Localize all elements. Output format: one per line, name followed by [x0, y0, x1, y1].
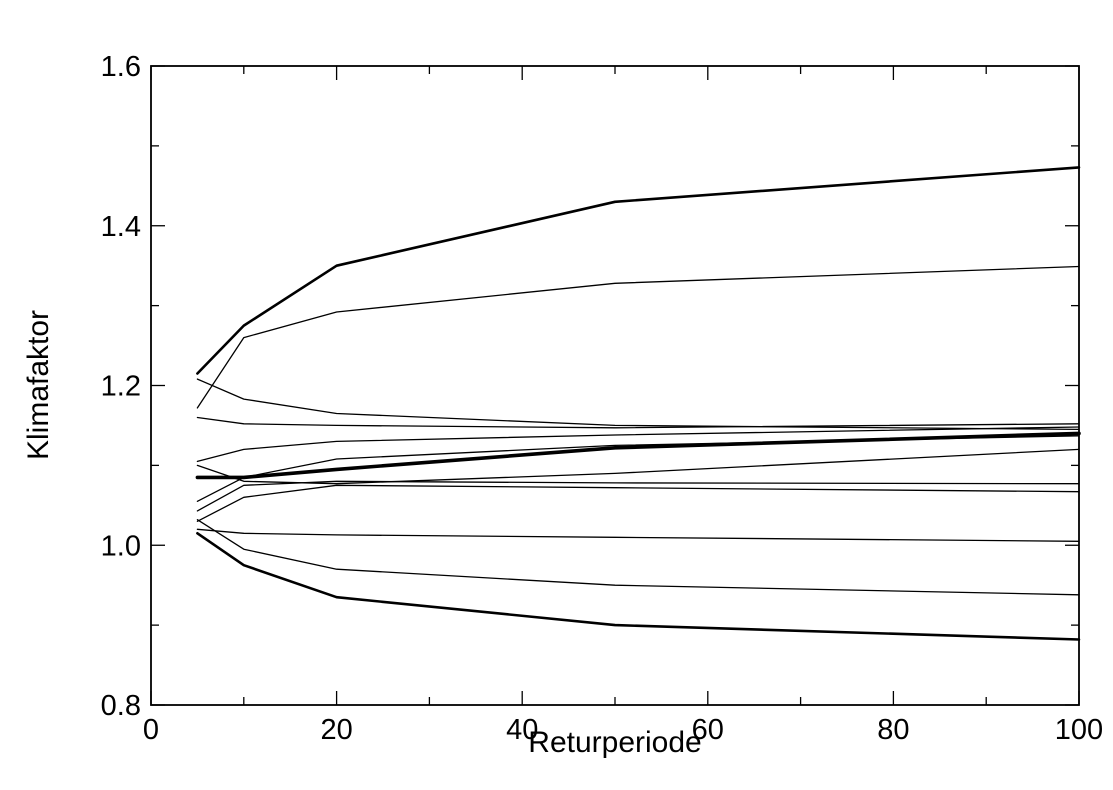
x-axis-title: Returperiode	[528, 726, 701, 759]
series-line-3	[196, 378, 1080, 431]
x-tick-label: 80	[877, 714, 909, 746]
series-line-12	[196, 519, 1080, 596]
series-line-11	[196, 528, 1080, 542]
y-tick-label: 1.2	[101, 371, 141, 403]
series-line-5	[196, 426, 1080, 463]
series-line-10	[196, 484, 1080, 522]
y-tick-label: 1.0	[101, 530, 141, 562]
series-line-1	[196, 166, 1081, 375]
series-line-6	[195, 431, 1081, 480]
x-tick-label: 60	[692, 714, 724, 746]
y-tick-label: 1.4	[101, 211, 141, 243]
x-tick-label: 0	[143, 714, 159, 746]
series-line-2	[196, 265, 1080, 409]
series-line-4	[196, 416, 1080, 429]
x-tick-label: 20	[320, 714, 352, 746]
series-line-7	[196, 435, 1080, 502]
y-tick-label: 1.6	[101, 51, 141, 83]
series-lines	[195, 166, 1081, 641]
series-line-8	[196, 448, 1080, 485]
axis-tick-labels: 0 20 40 60 80 100 0.8 1.0 1.2 1.4 1.6	[101, 51, 1104, 746]
y-tick-label: 0.8	[101, 690, 141, 722]
series-line-13	[196, 531, 1081, 641]
y-axis-title: Klimafaktor	[22, 310, 55, 460]
axis-ticks	[150, 65, 1080, 706]
plot-frame	[150, 65, 1080, 706]
x-tick-label: 40	[506, 714, 538, 746]
series-line-9	[196, 480, 1080, 512]
x-tick-label: 100	[1055, 714, 1103, 746]
